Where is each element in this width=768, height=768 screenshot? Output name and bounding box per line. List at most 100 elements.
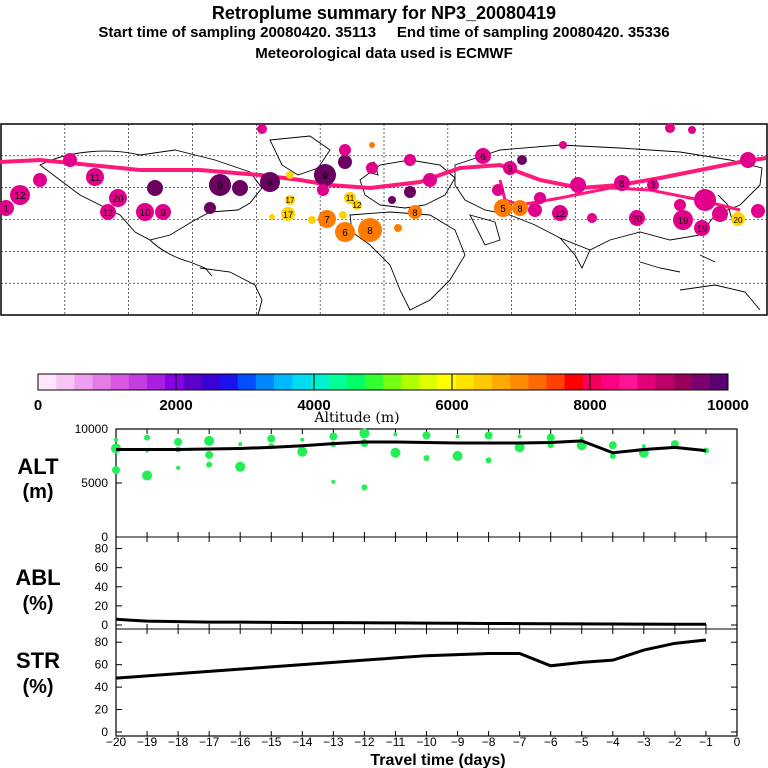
cluster-label: 7 bbox=[324, 215, 330, 226]
cluster-label: 9 bbox=[267, 178, 273, 189]
alt-scatter-point bbox=[204, 435, 215, 446]
cluster bbox=[740, 152, 756, 168]
alt-scatter-point bbox=[393, 432, 398, 437]
cluster: 8 bbox=[512, 200, 528, 216]
plume-clusters: 11 12 1 20 12 10 9 9 9 9 17 17 11 12 bbox=[0, 123, 765, 242]
alt-scatter-point bbox=[423, 455, 430, 462]
cluster: 7 bbox=[318, 210, 336, 228]
alt-scatter-point bbox=[174, 437, 183, 446]
x-tick-label: −8 bbox=[482, 735, 496, 749]
cluster bbox=[674, 199, 686, 211]
alt-scatter-point bbox=[112, 466, 120, 475]
cluster: 9 bbox=[155, 204, 171, 220]
cluster bbox=[404, 154, 416, 166]
x-tick-label: −1 bbox=[699, 735, 713, 749]
cluster bbox=[404, 186, 416, 198]
alt-scatter-point bbox=[331, 479, 336, 484]
colorbar-cell bbox=[600, 374, 620, 390]
cluster-label: 12 bbox=[103, 208, 113, 218]
cluster: 8 bbox=[408, 205, 422, 219]
cluster bbox=[204, 202, 216, 214]
y-tick-label: 60 bbox=[95, 561, 109, 575]
alt-scatter-point bbox=[176, 465, 181, 470]
colorbar-cell bbox=[56, 374, 75, 390]
colorbar-cell bbox=[383, 374, 402, 390]
cluster bbox=[587, 213, 597, 223]
alt-series-line bbox=[116, 439, 707, 455]
cluster: 8 bbox=[358, 218, 382, 242]
x-tick-label: −15 bbox=[261, 735, 282, 749]
cluster bbox=[394, 224, 402, 232]
x-tick-label: −10 bbox=[416, 735, 437, 749]
cluster: 20 bbox=[731, 212, 745, 226]
cluster bbox=[339, 211, 347, 219]
x-tick-label: −9 bbox=[451, 735, 465, 749]
met-data-text: Meteorological data used is ECMWF bbox=[255, 45, 513, 62]
colorbar-cell bbox=[619, 374, 638, 390]
cluster bbox=[63, 153, 77, 167]
colorbar-cell bbox=[473, 374, 493, 390]
cluster-label: 11 bbox=[346, 194, 355, 203]
colorbar-cell bbox=[419, 374, 438, 390]
colorbar-cell bbox=[546, 374, 566, 390]
colorbar-cell bbox=[38, 374, 57, 390]
cluster: 19 bbox=[673, 210, 693, 230]
colorbar-cell bbox=[237, 374, 257, 390]
y-tick-label: 80 bbox=[95, 542, 109, 556]
cluster: 6 bbox=[475, 148, 491, 164]
colorbar-cell bbox=[183, 374, 202, 390]
alt-scatter-point bbox=[205, 450, 214, 459]
colorbar-tick-label: 4000 bbox=[297, 397, 330, 414]
cluster: 1 bbox=[0, 200, 14, 216]
cluster: 17 bbox=[285, 195, 295, 205]
alt-scatter-point bbox=[452, 451, 463, 461]
cluster bbox=[712, 206, 728, 222]
abl-panel-label: ABL bbox=[15, 565, 60, 590]
end-time-text: End time of sampling 20080420. 35336 bbox=[396, 24, 670, 41]
colorbar-cell bbox=[74, 374, 93, 390]
cluster bbox=[665, 123, 675, 133]
cluster bbox=[339, 144, 351, 156]
cluster-label: 3 bbox=[651, 181, 656, 190]
y-tick-label: 80 bbox=[95, 635, 109, 649]
cluster-label: 19 bbox=[697, 224, 707, 234]
start-time-text: Start time of sampling 20080420. 35113 bbox=[98, 24, 377, 41]
y-tick-label: 10000 bbox=[75, 422, 109, 436]
abl-panel-unit: (%) bbox=[22, 593, 53, 615]
x-tick-label: −11 bbox=[386, 735, 406, 749]
colorbar-cell bbox=[709, 374, 729, 390]
colorbar-cell bbox=[637, 374, 656, 390]
cluster: 8 bbox=[614, 175, 630, 191]
x-tick-label: −2 bbox=[668, 735, 682, 749]
cluster: 12 bbox=[352, 200, 362, 210]
y-tick-label: 20 bbox=[95, 599, 109, 613]
cluster-label: 20 bbox=[734, 216, 743, 225]
cluster: 5 bbox=[494, 199, 512, 217]
colorbar-cell bbox=[146, 374, 166, 390]
cluster-label: 17 bbox=[283, 210, 293, 220]
sampling-times: Start time of sampling 20080420. 35113 E… bbox=[0, 24, 768, 41]
alt-scatter-point bbox=[297, 446, 308, 457]
colorbar-cell bbox=[510, 374, 529, 390]
colorbar-cell bbox=[274, 374, 293, 390]
timeseries-frame bbox=[115, 428, 738, 737]
alt-scatter-point bbox=[609, 453, 616, 459]
cluster bbox=[570, 177, 586, 193]
cluster: 9 bbox=[209, 174, 231, 196]
cluster bbox=[517, 155, 527, 165]
alt-scatter-point bbox=[329, 432, 338, 441]
plume-centroid-track bbox=[0, 156, 767, 191]
colorbar-tick-label: 8000 bbox=[573, 397, 606, 414]
colorbar-cell bbox=[455, 374, 475, 390]
cluster: 6 bbox=[335, 222, 355, 242]
colorbar-cell bbox=[346, 374, 366, 390]
alt-scatter-point bbox=[206, 461, 213, 468]
colorbar-cell bbox=[328, 374, 348, 390]
altitude-colorbar: 0 2000 4000 6000 8000 10000 Altitude (m) bbox=[34, 373, 749, 426]
cluster bbox=[492, 184, 504, 196]
y-tick-label: 20 bbox=[95, 703, 109, 717]
alt-scatter-point bbox=[641, 444, 646, 449]
cluster-label: 20 bbox=[632, 214, 642, 224]
alt-scatter-point bbox=[455, 434, 460, 439]
